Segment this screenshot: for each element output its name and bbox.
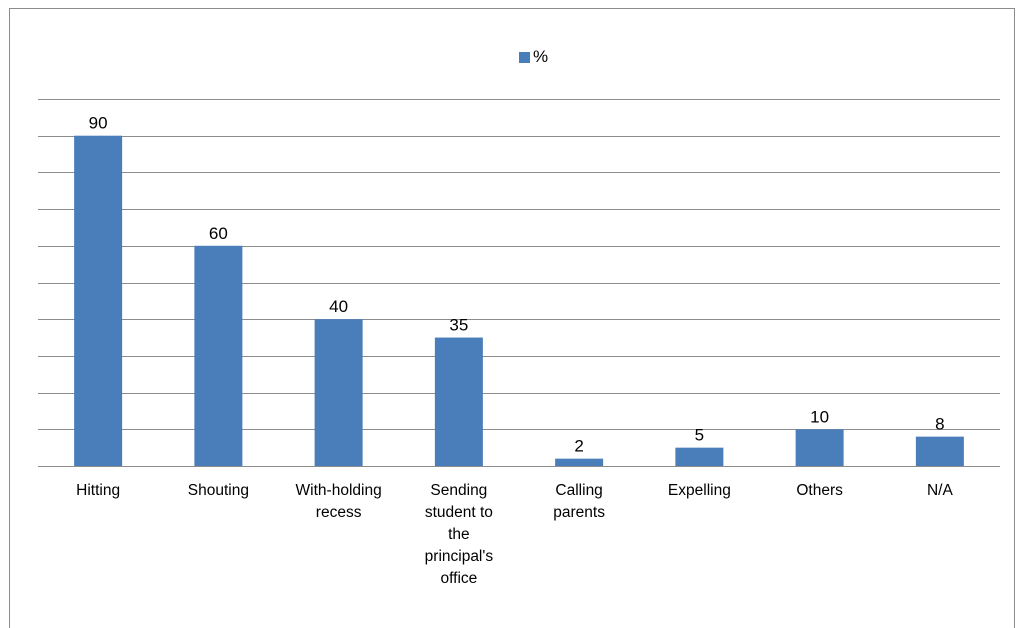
bar bbox=[434, 337, 483, 466]
x-tick-label-line: Shouting bbox=[188, 482, 249, 499]
data-label: 5 bbox=[695, 426, 704, 445]
data-label: 35 bbox=[449, 316, 468, 335]
x-tick-label-line: Others bbox=[796, 482, 843, 499]
legend-label: % bbox=[533, 47, 549, 66]
bar bbox=[555, 458, 604, 466]
x-tick-label-line: Calling bbox=[555, 482, 602, 499]
bar bbox=[675, 447, 724, 466]
chart-legend: % bbox=[519, 47, 548, 67]
data-label: 40 bbox=[329, 297, 348, 316]
x-tick-label-line: office bbox=[440, 570, 477, 587]
legend-swatch bbox=[519, 51, 530, 63]
bar bbox=[194, 245, 243, 466]
x-tick-label: Shouting bbox=[188, 482, 249, 499]
x-tick-label: Sending student to the principal's office bbox=[425, 482, 494, 587]
bar bbox=[915, 436, 964, 466]
x-tick-label-line: Expelling bbox=[668, 482, 731, 499]
data-label: 60 bbox=[209, 224, 228, 243]
x-tick-label-line: parents bbox=[553, 504, 605, 521]
x-tick-label: Calling parents bbox=[553, 482, 605, 521]
x-tick-label-line: principal's bbox=[425, 548, 494, 565]
x-tick-label-line: N/A bbox=[927, 482, 954, 499]
x-tick-label: Others bbox=[796, 482, 843, 499]
data-label: 90 bbox=[89, 114, 108, 133]
x-tick-label-line: With-holding bbox=[296, 482, 382, 499]
x-tick-label-line: the bbox=[448, 526, 470, 543]
data-label: 10 bbox=[810, 407, 829, 426]
bar bbox=[74, 135, 123, 466]
chart-frame: % 90 Hitting 60 Shouting 40 With-holding reces… bbox=[9, 8, 1015, 628]
x-tick-label: N/A bbox=[927, 482, 954, 499]
data-label: 2 bbox=[574, 437, 583, 456]
x-tick-label: With-holding recess bbox=[296, 482, 382, 521]
data-label: 8 bbox=[935, 415, 944, 434]
bar bbox=[314, 319, 363, 466]
x-tick-label: Expelling bbox=[668, 482, 731, 499]
bar-chart: 90 Hitting 60 Shouting 40 With-holding recess 3… bbox=[38, 99, 1000, 587]
x-tick-label-line: Sending bbox=[430, 482, 487, 499]
x-tick-label: Hitting bbox=[76, 482, 120, 499]
bar bbox=[795, 429, 844, 466]
x-tick-label-line: recess bbox=[316, 504, 362, 521]
x-tick-label-line: student to bbox=[425, 504, 493, 521]
x-tick-label-line: Hitting bbox=[76, 482, 120, 499]
